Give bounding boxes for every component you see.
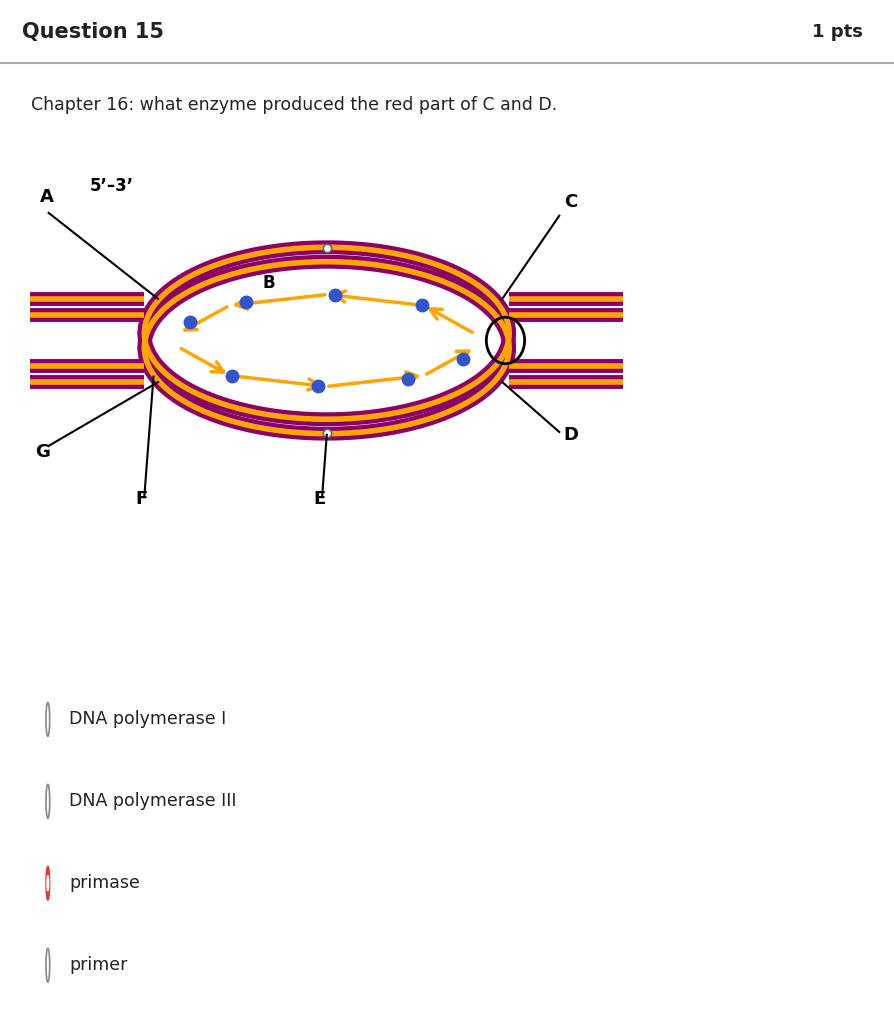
Circle shape (46, 948, 50, 982)
Text: Question 15: Question 15 (22, 22, 164, 42)
Circle shape (46, 702, 50, 736)
Text: 1 pts: 1 pts (812, 23, 863, 41)
Text: F: F (135, 490, 148, 508)
Text: DNA polymerase III: DNA polymerase III (69, 793, 237, 810)
Text: Chapter 16: what enzyme produced the red part of C and D.: Chapter 16: what enzyme produced the red… (31, 96, 557, 115)
Text: C: C (564, 194, 578, 211)
Circle shape (47, 876, 48, 891)
Text: 5’–3’: 5’–3’ (89, 177, 134, 195)
Text: E: E (313, 490, 325, 508)
Circle shape (46, 784, 50, 818)
Text: B: B (263, 273, 275, 292)
Text: G: G (35, 443, 50, 461)
Text: A: A (39, 187, 54, 206)
Text: primer: primer (69, 956, 128, 974)
Text: primase: primase (69, 874, 140, 892)
Text: DNA polymerase I: DNA polymerase I (69, 711, 226, 728)
Text: D: D (564, 426, 578, 444)
Circle shape (46, 866, 50, 900)
